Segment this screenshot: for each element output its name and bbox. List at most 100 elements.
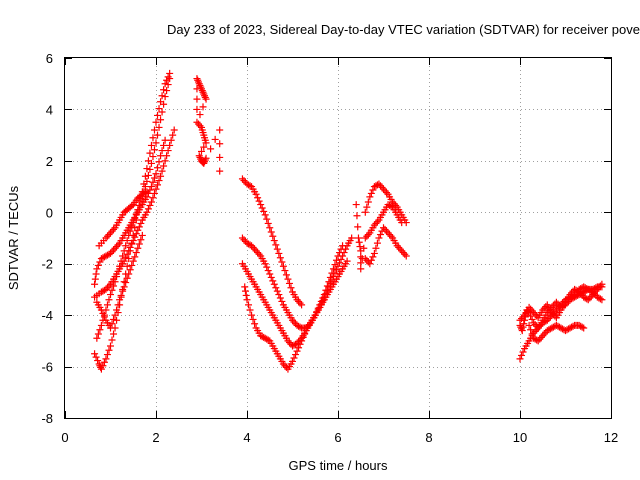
data-point-marker <box>161 80 169 88</box>
data-point-marker <box>298 301 306 309</box>
data-point-marker <box>577 322 585 330</box>
data-point-marker <box>255 250 263 258</box>
data-point-marker <box>157 116 165 124</box>
data-point-marker <box>546 325 554 333</box>
data-point-marker <box>155 105 163 113</box>
data-point-marker <box>97 306 105 314</box>
data-point-marker <box>243 239 251 247</box>
data-point-marker <box>596 295 604 303</box>
data-point-marker <box>163 87 171 95</box>
data-point-marker <box>590 289 598 297</box>
data-point-marker <box>540 304 548 312</box>
data-point-marker <box>107 291 114 299</box>
data-point-marker <box>100 358 108 366</box>
data-point-marker <box>281 362 289 370</box>
data-points <box>91 69 606 373</box>
data-point-marker <box>587 292 595 300</box>
data-point-marker <box>216 153 224 161</box>
data-point-marker <box>92 270 100 278</box>
data-point-marker <box>533 336 541 344</box>
data-point-marker <box>131 214 139 222</box>
data-point-marker <box>571 285 579 293</box>
data-point-marker <box>384 201 392 209</box>
data-point-marker <box>525 321 533 329</box>
data-point-marker <box>392 201 400 209</box>
data-point-marker <box>367 189 375 197</box>
data-point-marker <box>269 232 277 240</box>
data-point-marker <box>563 326 571 334</box>
data-point-marker <box>147 198 155 206</box>
data-point-marker <box>516 316 524 324</box>
data-point-marker <box>554 304 562 312</box>
data-point-marker <box>589 291 597 299</box>
data-point-marker <box>552 298 560 306</box>
data-point-marker <box>370 221 378 229</box>
data-point-marker <box>141 189 149 197</box>
data-point-marker <box>287 284 295 292</box>
data-point-marker <box>107 342 114 350</box>
data-point-marker <box>108 336 116 344</box>
data-point-marker <box>293 321 301 329</box>
data-point-marker <box>146 149 154 157</box>
data-point-marker <box>592 287 600 295</box>
data-point-marker <box>238 175 246 183</box>
data-point-marker <box>146 165 154 173</box>
data-point-marker <box>598 296 606 304</box>
series-arc-f <box>93 231 146 332</box>
data-point-marker <box>278 297 286 305</box>
data-point-marker <box>138 188 146 196</box>
data-point-marker <box>107 229 114 237</box>
data-point-marker <box>146 186 154 194</box>
data-point-marker <box>402 252 410 260</box>
data-point-marker <box>380 224 387 232</box>
data-point-marker <box>360 244 368 252</box>
data-point-marker <box>531 310 539 318</box>
data-point-marker <box>132 249 140 257</box>
data-point-marker <box>97 255 105 263</box>
data-point-marker <box>161 93 169 101</box>
data-point-marker <box>580 324 588 332</box>
data-point-marker <box>119 287 127 295</box>
data-point-marker <box>193 75 201 83</box>
data-point-marker <box>261 260 269 268</box>
data-point-marker <box>103 351 111 359</box>
data-point-marker <box>557 324 565 332</box>
data-point-marker <box>141 172 149 180</box>
data-point-marker <box>555 303 563 311</box>
data-point-marker <box>122 242 130 250</box>
data-point-marker <box>128 239 136 247</box>
data-point-marker <box>337 255 345 263</box>
data-point-marker <box>336 249 344 257</box>
data-point-marker <box>528 315 536 323</box>
data-point-marker <box>264 336 272 344</box>
data-point-marker <box>577 290 585 298</box>
data-point-marker <box>161 136 169 144</box>
data-point-marker <box>248 311 256 319</box>
data-point-marker <box>518 351 526 359</box>
data-point-marker <box>199 103 207 111</box>
data-point-marker <box>97 321 105 329</box>
data-point-marker <box>289 342 296 350</box>
data-point-marker <box>94 261 102 269</box>
series-arc-q <box>525 321 588 345</box>
data-point-marker <box>361 234 369 242</box>
data-point-marker <box>119 252 127 260</box>
data-point-marker <box>580 283 588 291</box>
data-point-marker <box>275 249 283 257</box>
data-point-marker <box>375 234 383 242</box>
data-point-marker <box>267 228 275 236</box>
data-point-marker <box>198 147 205 155</box>
data-point-marker <box>113 273 121 281</box>
data-point-marker <box>91 350 99 358</box>
data-point-marker <box>578 323 586 331</box>
data-point-marker <box>558 325 566 333</box>
data-point-marker <box>296 323 304 331</box>
data-point-marker <box>216 126 224 134</box>
data-point-marker <box>530 319 538 327</box>
data-point-marker <box>357 259 365 267</box>
data-point-marker <box>528 307 536 315</box>
data-point-marker <box>319 294 327 302</box>
data-point-marker <box>580 293 588 301</box>
data-point-marker <box>575 288 583 296</box>
